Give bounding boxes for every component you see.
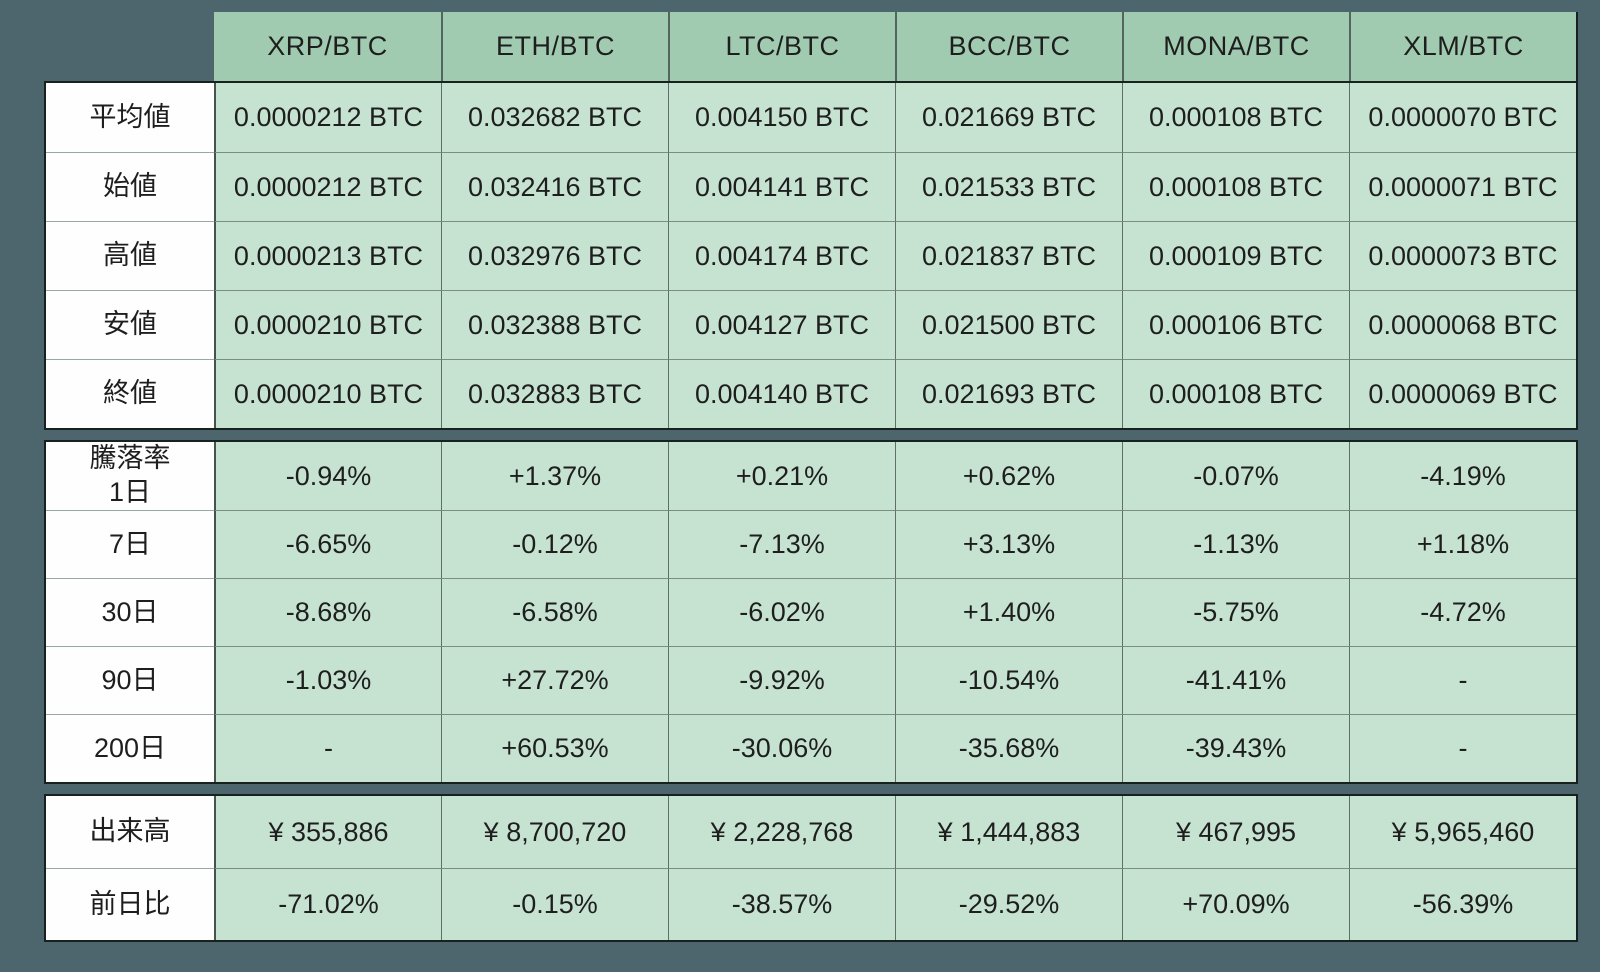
table-cell: +0.62%: [895, 442, 1122, 510]
row-label: 始値: [46, 152, 214, 221]
table-cell: +3.13%: [895, 510, 1122, 578]
table-cell: 0.0000210 BTC: [214, 359, 441, 428]
table-cell: ¥ 1,444,883: [895, 796, 1122, 868]
table-cell: 0.032388 BTC: [441, 290, 668, 359]
table-cell: -0.12%: [441, 510, 668, 578]
table-cell: 0.004150 BTC: [668, 83, 895, 152]
row-label: 90日: [46, 646, 214, 714]
section-price-stats: 平均値 0.0000212 BTC 0.032682 BTC 0.004150 BTC…: [44, 81, 1578, 430]
header-spacer: [46, 12, 214, 81]
table-cell: -0.07%: [1122, 442, 1349, 510]
table-cell: -: [1349, 714, 1576, 782]
table-cell: 0.032883 BTC: [441, 359, 668, 428]
table-cell: -30.06%: [668, 714, 895, 782]
column-header-eth-btc: ETH/BTC: [441, 12, 668, 81]
table-cell: 0.0000210 BTC: [214, 290, 441, 359]
table-cell: -7.13%: [668, 510, 895, 578]
row-label: 平均値: [46, 83, 214, 152]
table-cell: -39.43%: [1122, 714, 1349, 782]
table-cell: -: [214, 714, 441, 782]
row-label: 高値: [46, 221, 214, 290]
table-cell: 0.032976 BTC: [441, 221, 668, 290]
column-header-xlm-btc: XLM/BTC: [1349, 12, 1576, 81]
table-cell: ¥ 467,995: [1122, 796, 1349, 868]
table-cell: -6.58%: [441, 578, 668, 646]
table-cell: -6.65%: [214, 510, 441, 578]
row-label: 騰落率 1日: [46, 442, 214, 510]
table-cell: 0.000108 BTC: [1122, 83, 1349, 152]
table-cell: ¥ 2,228,768: [668, 796, 895, 868]
table-cell: 0.004140 BTC: [668, 359, 895, 428]
table-cell: 0.021500 BTC: [895, 290, 1122, 359]
row-label: 200日: [46, 714, 214, 782]
table-cell: 0.0000213 BTC: [214, 221, 441, 290]
table-cell: 0.0000068 BTC: [1349, 290, 1576, 359]
table-cell: 0.0000069 BTC: [1349, 359, 1576, 428]
crypto-table: XRP/BTC ETH/BTC LTC/BTC BCC/BTC MONA/BTC XLM/…: [44, 12, 1578, 942]
table-cell: 0.0000073 BTC: [1349, 221, 1576, 290]
table-cell: -9.92%: [668, 646, 895, 714]
table-cell: 0.000108 BTC: [1122, 152, 1349, 221]
column-header-ltc-btc: LTC/BTC: [668, 12, 895, 81]
table-cell: +1.40%: [895, 578, 1122, 646]
table-cell: 0.032682 BTC: [441, 83, 668, 152]
table-cell: -0.94%: [214, 442, 441, 510]
table-cell: ¥ 5,965,460: [1349, 796, 1576, 868]
table-cell: 0.021837 BTC: [895, 221, 1122, 290]
table-cell: -5.75%: [1122, 578, 1349, 646]
table-cell: 0.004174 BTC: [668, 221, 895, 290]
row-label: 30日: [46, 578, 214, 646]
header-row: XRP/BTC ETH/BTC LTC/BTC BCC/BTC MONA/BTC XLM/…: [44, 12, 1578, 81]
table-cell: 0.000106 BTC: [1122, 290, 1349, 359]
section-change-rates: 騰落率 1日 -0.94% +1.37% +0.21% +0.62% -0.07% -4.1…: [44, 440, 1578, 784]
table-cell: ¥ 8,700,720: [441, 796, 668, 868]
column-header-xrp-btc: XRP/BTC: [214, 12, 441, 81]
table-cell: 0.0000212 BTC: [214, 83, 441, 152]
table-cell: -35.68%: [895, 714, 1122, 782]
table-cell: -29.52%: [895, 868, 1122, 940]
table-cell: -: [1349, 646, 1576, 714]
table-cell: -4.72%: [1349, 578, 1576, 646]
table-cell: -1.13%: [1122, 510, 1349, 578]
section-volume-stats: 出来高 ¥ 355,886 ¥ 8,700,720 ¥ 2,228,768 ¥ 1,44…: [44, 794, 1578, 942]
table-cell: +27.72%: [441, 646, 668, 714]
table-cell: 0.0000070 BTC: [1349, 83, 1576, 152]
table-cell: 0.032416 BTC: [441, 152, 668, 221]
column-header-bcc-btc: BCC/BTC: [895, 12, 1122, 81]
table-cell: 0.021693 BTC: [895, 359, 1122, 428]
table-cell: -0.15%: [441, 868, 668, 940]
row-label: 出来高: [46, 796, 214, 868]
table-cell: -4.19%: [1349, 442, 1576, 510]
table-cell: -8.68%: [214, 578, 441, 646]
table-cell: 0.021669 BTC: [895, 83, 1122, 152]
table-cell: -6.02%: [668, 578, 895, 646]
row-label: 7日: [46, 510, 214, 578]
table-cell: 0.004127 BTC: [668, 290, 895, 359]
table-cell: 0.0000212 BTC: [214, 152, 441, 221]
table-cell: -71.02%: [214, 868, 441, 940]
table-cell: 0.000109 BTC: [1122, 221, 1349, 290]
table-cell: 0.0000071 BTC: [1349, 152, 1576, 221]
row-label: 前日比: [46, 868, 214, 940]
table-cell: -10.54%: [895, 646, 1122, 714]
table-cell: 0.000108 BTC: [1122, 359, 1349, 428]
table-cell: ¥ 355,886: [214, 796, 441, 868]
table-cell: 0.004141 BTC: [668, 152, 895, 221]
table-cell: +0.21%: [668, 442, 895, 510]
column-header-mona-btc: MONA/BTC: [1122, 12, 1349, 81]
row-label: 安値: [46, 290, 214, 359]
table-cell: -1.03%: [214, 646, 441, 714]
table-cell: -38.57%: [668, 868, 895, 940]
table-cell: -56.39%: [1349, 868, 1576, 940]
table-cell: +1.18%: [1349, 510, 1576, 578]
table-cell: +60.53%: [441, 714, 668, 782]
table-cell: +1.37%: [441, 442, 668, 510]
table-cell: -41.41%: [1122, 646, 1349, 714]
table-cell: +70.09%: [1122, 868, 1349, 940]
row-label: 終値: [46, 359, 214, 428]
table-cell: 0.021533 BTC: [895, 152, 1122, 221]
